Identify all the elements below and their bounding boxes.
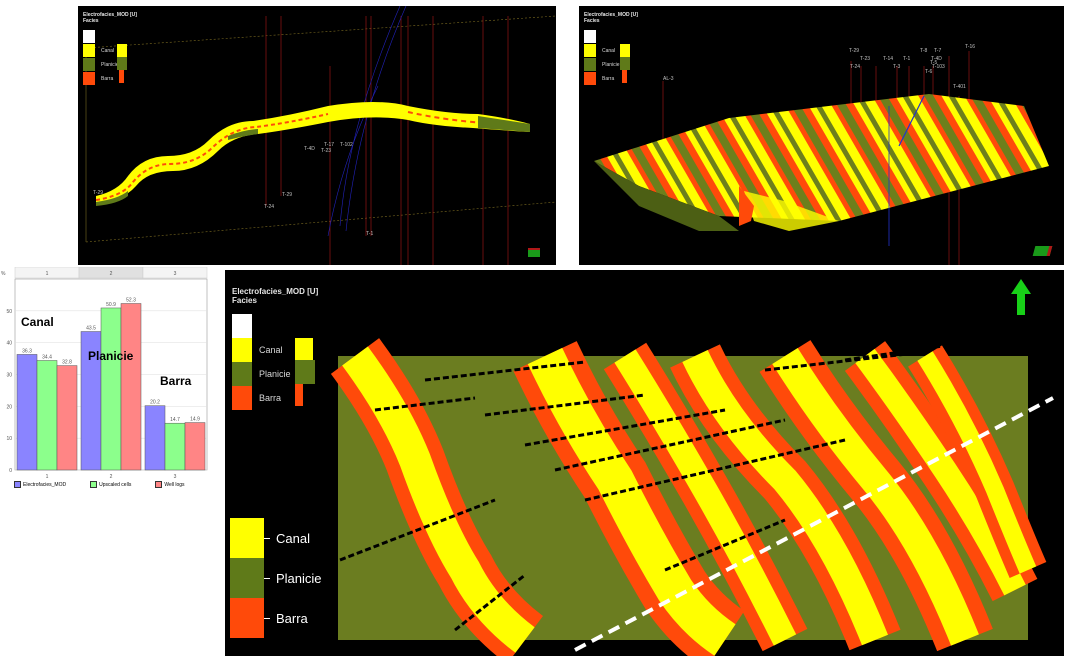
bar	[16, 354, 38, 471]
well-label: T-1	[366, 231, 374, 237]
legend-row-canal: Canal	[584, 44, 615, 57]
legend-row-barra: Barra	[83, 72, 113, 85]
well-label: T-7	[934, 48, 942, 54]
legend-row-planicie: Planicie	[83, 58, 119, 71]
big-legend-planicie: Planicie	[230, 558, 322, 598]
well-label: T-16	[965, 44, 976, 50]
y-unit-label: %	[1, 271, 6, 277]
bar-value-label: 34.4	[42, 354, 52, 360]
y-tick-label: 10	[6, 436, 12, 442]
legend-row-planicie: Planicie	[584, 58, 620, 71]
header-cell	[142, 266, 208, 279]
well-label: T-6	[925, 69, 933, 75]
legend-row-barra: Barra	[584, 72, 614, 85]
well-label: AL-3	[663, 76, 674, 82]
bar-value-label: 20.2	[150, 400, 160, 406]
property-subtitle: Facies	[83, 17, 99, 24]
well-label: T-23	[321, 148, 332, 154]
legend-row-planicie: Planicie	[232, 362, 291, 386]
y-tick-label: 0	[9, 468, 12, 474]
well-label: T-8	[920, 48, 928, 54]
legend-row-canal: Canal	[83, 44, 114, 57]
bar	[164, 422, 186, 471]
bar-value-label: 32.8	[62, 360, 72, 366]
facies-legend-small: Canal Planicie Barra	[232, 314, 342, 414]
bar-value-label: 14.7	[170, 417, 180, 423]
bar-value-label: 50.9	[106, 302, 116, 308]
well-label: T-102	[340, 142, 353, 148]
x-tick-label: 2	[110, 474, 113, 480]
bar	[100, 307, 122, 471]
well-label: T-24	[850, 64, 861, 70]
legend-item-model: Electrofacies_MOD	[14, 481, 66, 488]
well-label: T-24	[264, 204, 275, 210]
legend-item-welllogs: Well logs	[155, 481, 185, 488]
well-label: T-103	[932, 64, 945, 70]
histogram-svg: 1 2 301020304050%36.334.432.8143.550.952.3…	[1, 266, 208, 480]
viewport-top-left[interactable]: Electrofacies_MOD [U] Facies Canal Plani…	[78, 6, 556, 265]
facies-map-view	[330, 279, 1054, 656]
viewport-top-right[interactable]: Electrofacies_MOD [U] Facies Canal Plani…	[579, 6, 1064, 265]
property-subtitle: Facies	[232, 296, 257, 306]
panel-title: Electrofacies_MOD [U] Facies	[232, 287, 318, 305]
well-label: T-401	[953, 84, 966, 90]
legend-item-upscaled: Upscaled cells	[90, 481, 131, 488]
bar-value-label: 36.3	[22, 348, 32, 354]
bar	[56, 365, 78, 471]
legend-row-barra: Barra	[232, 386, 281, 410]
model-title: Electrofacies_MOD [U]	[584, 12, 638, 18]
property-subtitle: Facies	[584, 17, 600, 24]
legend-row-canal: Canal	[232, 338, 283, 362]
big-legend-canal: Canal	[230, 518, 310, 558]
well-label: T-14	[883, 56, 894, 62]
y-tick-label: 40	[6, 341, 12, 347]
y-tick-label: 50	[6, 309, 12, 315]
well-label: T-23	[860, 56, 871, 62]
well-label: T-29	[849, 48, 860, 54]
header-label: 2	[110, 271, 113, 277]
chart-label-canal: Canal	[21, 315, 54, 329]
y-tick-label: 30	[6, 373, 12, 379]
bar-value-label: 43.5	[86, 326, 96, 332]
model-title: Electrofacies_MOD [U]	[83, 12, 137, 18]
orientation-cube-icon[interactable]	[1032, 246, 1053, 256]
well-label: T-3	[893, 64, 901, 70]
well-label: T-29	[93, 190, 104, 196]
bar-value-label: 14.9	[190, 417, 200, 423]
well-label: T-1	[903, 56, 911, 62]
orientation-cube-icon[interactable]	[528, 248, 540, 257]
header-label: 1	[46, 271, 49, 277]
chart-label-planicie: Planicie	[88, 349, 134, 363]
y-tick-label: 20	[6, 404, 12, 410]
well-label: T-17	[324, 142, 335, 148]
channel-3d-view	[85, 6, 556, 265]
bar	[120, 303, 142, 471]
model-title: Electrofacies_MOD [U]	[232, 287, 319, 296]
x-tick-label: 3	[174, 474, 177, 480]
legend-row-blank	[584, 30, 596, 43]
viewport-main[interactable]: Electrofacies_MOD [U] Facies Canal Plani…	[225, 270, 1064, 656]
bar	[36, 360, 58, 471]
well-label: T-5	[930, 60, 938, 66]
surface-3d-view	[594, 51, 1049, 265]
x-tick-label: 1	[46, 474, 49, 480]
big-legend-barra: Barra	[230, 598, 308, 638]
bar-value-label: 52.3	[126, 298, 136, 304]
panel-title: Electrofacies_MOD [U] Facies	[584, 12, 638, 25]
well-label: T-4D	[304, 146, 315, 152]
bar	[144, 405, 166, 471]
legend-row-blank	[83, 30, 95, 43]
well-label: T-4D	[931, 56, 942, 62]
bar	[184, 422, 206, 471]
panel-title: Electrofacies_MOD [U] Facies	[83, 12, 137, 25]
chart-label-barra: Barra	[160, 374, 192, 388]
legend-row-blank	[232, 314, 252, 338]
facies-histogram: 1 2 3 0 10 20 30 40 50% 36.3 34.4 32.8 1 43.5 50.9 52.3…	[0, 266, 214, 499]
well-label: T-29	[282, 192, 293, 198]
north-arrow-icon	[1011, 279, 1031, 315]
chart-legend: Electrofacies_MOD Upscaled cells Well lo…	[14, 481, 185, 488]
header-label: 3	[174, 271, 177, 277]
